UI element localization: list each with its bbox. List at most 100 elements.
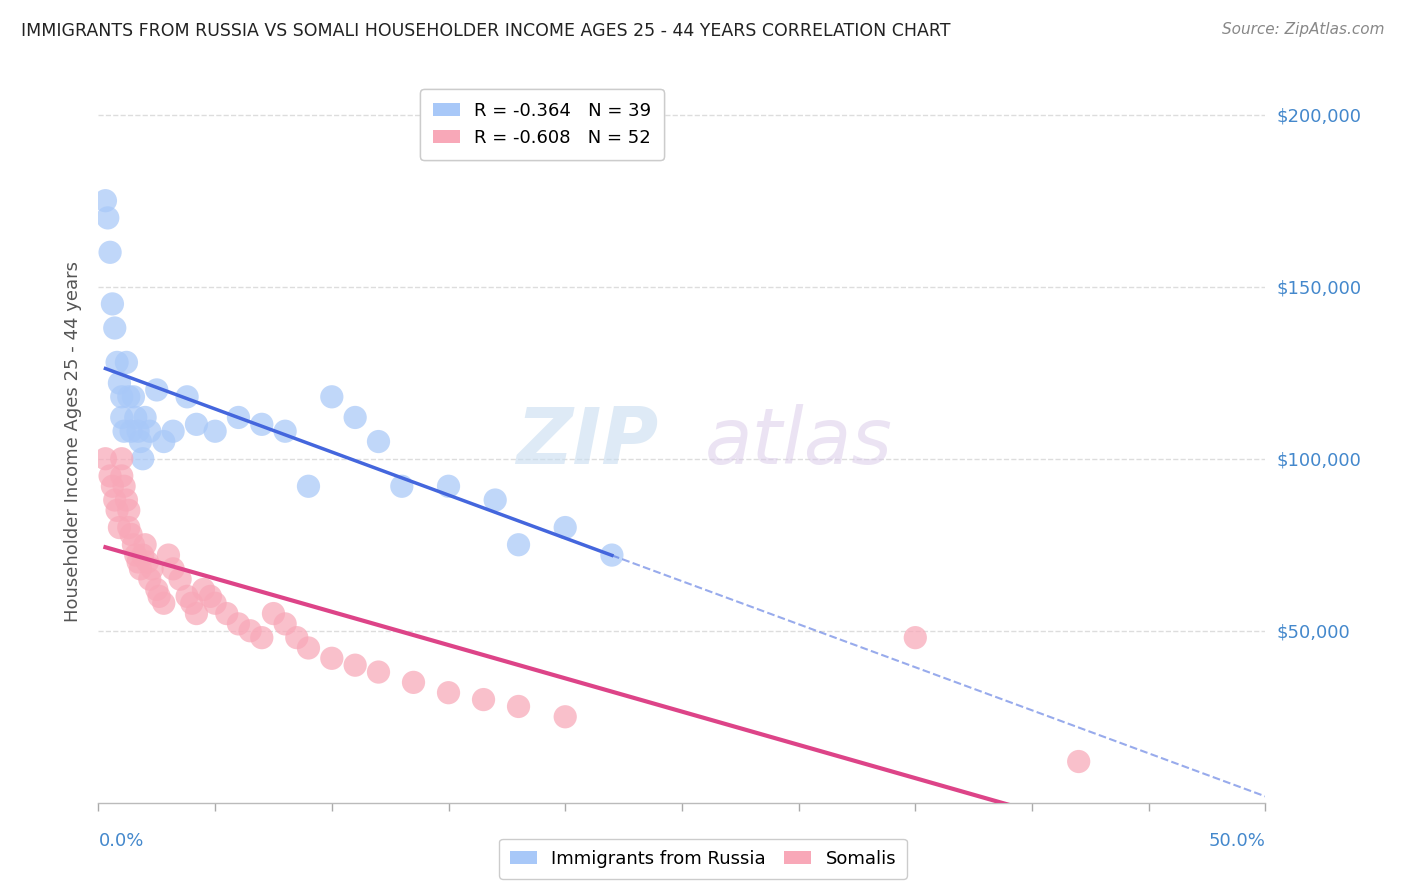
Point <box>228 616 250 631</box>
Point <box>274 616 297 631</box>
Point <box>285 631 308 645</box>
Point <box>186 607 208 621</box>
Point <box>105 503 128 517</box>
Point <box>344 658 367 673</box>
Point <box>132 548 155 562</box>
Point <box>321 390 343 404</box>
Point <box>104 493 127 508</box>
Y-axis label: Householder Income Ages 25 - 44 years: Householder Income Ages 25 - 44 years <box>63 261 82 622</box>
Point <box>157 548 180 562</box>
Point <box>204 596 226 610</box>
Point <box>600 548 623 562</box>
Text: 50.0%: 50.0% <box>1209 832 1265 850</box>
Point <box>122 390 145 404</box>
Point <box>125 548 148 562</box>
Point <box>98 245 121 260</box>
Point <box>186 417 208 432</box>
Point <box>437 479 460 493</box>
Point <box>162 424 184 438</box>
Point <box>391 479 413 493</box>
Point <box>115 355 138 369</box>
Point <box>508 699 530 714</box>
Point <box>112 479 135 493</box>
Point <box>162 562 184 576</box>
Point <box>904 631 927 645</box>
Point <box>108 376 131 390</box>
Point <box>111 469 134 483</box>
Point <box>367 434 389 449</box>
Point <box>111 410 134 425</box>
Point <box>108 520 131 534</box>
Point <box>118 390 141 404</box>
Point <box>111 451 134 466</box>
Point <box>134 410 156 425</box>
Point <box>344 410 367 425</box>
Point <box>204 424 226 438</box>
Point <box>104 321 127 335</box>
Point <box>112 424 135 438</box>
Point <box>122 538 145 552</box>
Point <box>132 451 155 466</box>
Point <box>262 607 284 621</box>
Text: Source: ZipAtlas.com: Source: ZipAtlas.com <box>1222 22 1385 37</box>
Point <box>152 596 174 610</box>
Point <box>176 390 198 404</box>
Point <box>215 607 238 621</box>
Point <box>127 555 149 569</box>
Point <box>148 590 170 604</box>
Point <box>101 297 124 311</box>
Point <box>152 434 174 449</box>
Point <box>98 469 121 483</box>
Point <box>297 479 319 493</box>
Point <box>134 538 156 552</box>
Point <box>297 640 319 655</box>
Point <box>484 493 506 508</box>
Point <box>250 417 273 432</box>
Point <box>141 562 163 576</box>
Point <box>139 572 162 586</box>
Point <box>125 410 148 425</box>
Point <box>139 424 162 438</box>
Point <box>101 479 124 493</box>
Text: 0.0%: 0.0% <box>98 832 143 850</box>
Point <box>129 562 152 576</box>
Point <box>402 675 425 690</box>
Point <box>111 390 134 404</box>
Point <box>105 355 128 369</box>
Point <box>193 582 215 597</box>
Point <box>127 424 149 438</box>
Text: IMMIGRANTS FROM RUSSIA VS SOMALI HOUSEHOLDER INCOME AGES 25 - 44 YEARS CORRELATI: IMMIGRANTS FROM RUSSIA VS SOMALI HOUSEHO… <box>21 22 950 40</box>
Point <box>120 527 142 541</box>
Point <box>146 582 169 597</box>
Text: ZIP: ZIP <box>516 403 658 480</box>
Point <box>120 424 142 438</box>
Point <box>97 211 120 225</box>
Point <box>115 493 138 508</box>
Point <box>118 520 141 534</box>
Point <box>228 410 250 425</box>
Point <box>169 572 191 586</box>
Point <box>508 538 530 552</box>
Point <box>367 665 389 679</box>
Point <box>554 520 576 534</box>
Point <box>554 710 576 724</box>
Point <box>1067 755 1090 769</box>
Point <box>129 434 152 449</box>
Point <box>472 692 495 706</box>
Point <box>118 503 141 517</box>
Point <box>146 383 169 397</box>
Point <box>239 624 262 638</box>
Point <box>94 451 117 466</box>
Point <box>94 194 117 208</box>
Point <box>321 651 343 665</box>
Point <box>176 590 198 604</box>
Point <box>250 631 273 645</box>
Text: atlas: atlas <box>706 403 893 480</box>
Legend: Immigrants from Russia, Somalis: Immigrants from Russia, Somalis <box>499 838 907 879</box>
Point <box>274 424 297 438</box>
Point <box>437 686 460 700</box>
Point <box>180 596 202 610</box>
Legend: R = -0.364   N = 39, R = -0.608   N = 52: R = -0.364 N = 39, R = -0.608 N = 52 <box>420 89 664 160</box>
Point <box>200 590 222 604</box>
Point <box>136 555 159 569</box>
